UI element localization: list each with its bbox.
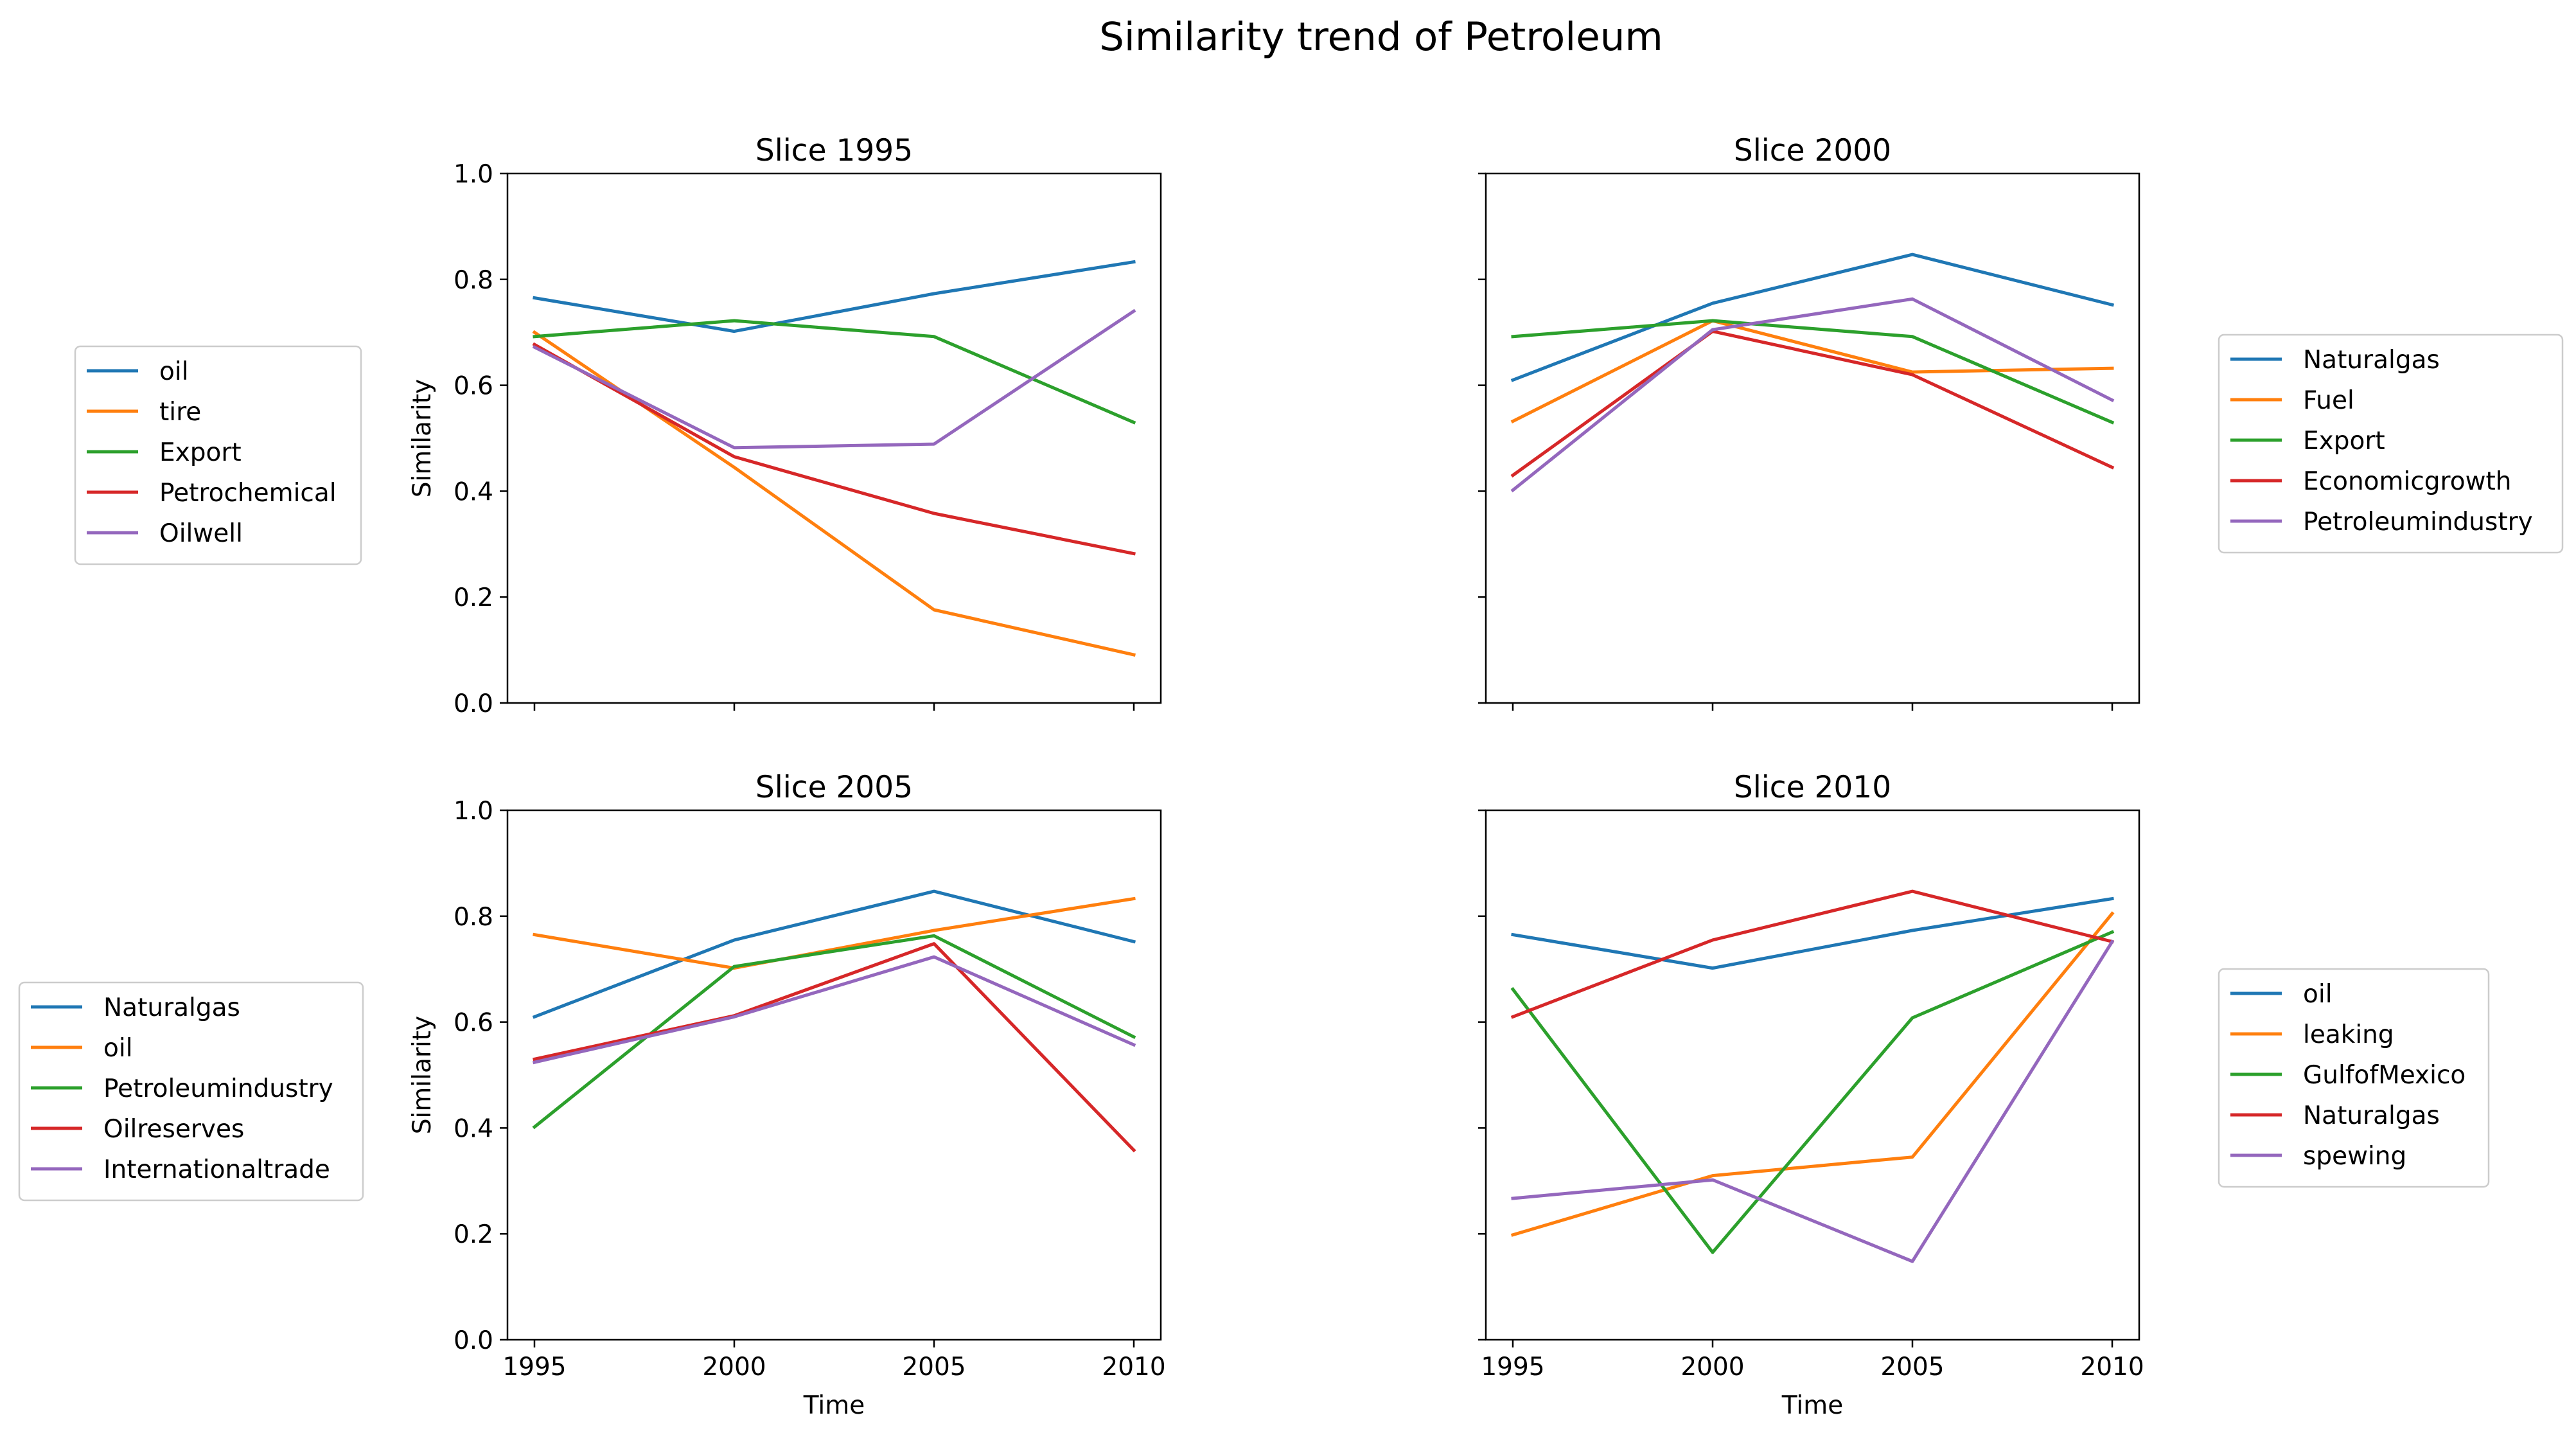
- legend-entry: oil: [159, 357, 189, 386]
- series-line-export: [1511, 319, 2115, 425]
- legend-entry: Fuel: [2303, 386, 2354, 415]
- series-line-oilreserves: [533, 942, 1136, 1153]
- y-tick-label: 0.6: [454, 372, 493, 401]
- y-axis-label: Similarity: [408, 1016, 437, 1134]
- y-tick-label: 0.4: [454, 1114, 493, 1143]
- legend-entry: oil: [103, 1034, 133, 1063]
- series-line-fuel: [1510, 319, 2114, 423]
- axes-frame: [1485, 809, 2140, 1341]
- series-line-economicgrowth: [1510, 330, 2115, 478]
- y-tick-label: 0.0: [454, 689, 493, 718]
- x-tick-label: 2005: [1880, 1353, 1944, 1382]
- series-line-leaking: [1510, 911, 2115, 1237]
- axes-frame: [506, 809, 1162, 1341]
- legend: oil tire Export Petrochemical Oilwell: [74, 345, 362, 565]
- series-line-petroleumindustry: [1510, 297, 2115, 493]
- series-line-petroleumindustry: [532, 934, 1136, 1130]
- axes-frame: [506, 172, 1162, 704]
- legend-entry: spewing: [2303, 1142, 2406, 1171]
- subplot-title: Slice 2000: [1734, 133, 1891, 168]
- legend-entry: GulfofMexico: [2303, 1061, 2466, 1090]
- series-line-oil: [533, 896, 1136, 970]
- y-axis-label: Similarity: [408, 379, 437, 497]
- x-tick-label: 1995: [502, 1353, 566, 1382]
- x-tick-label: 2010: [2080, 1353, 2144, 1382]
- legend-entry: Petroleumindustry: [2303, 508, 2533, 537]
- legend-box: [74, 345, 362, 565]
- series-line-naturalgas: [1510, 889, 2115, 1019]
- legend-entry: Export: [159, 438, 242, 467]
- legend-entry: Export: [2303, 427, 2385, 456]
- subplot-2: Slice 2000 Naturalgas Fuel Export Economicgr…: [1478, 133, 2564, 711]
- series-line-gulfofmexico: [1510, 930, 2115, 1254]
- legend-box: [2218, 333, 2564, 554]
- series-line-oil: [533, 260, 1136, 333]
- x-tick-label: 2000: [1681, 1353, 1744, 1382]
- y-tick-label: 0.6: [454, 1009, 493, 1038]
- y-tick-label: 0.8: [454, 903, 493, 932]
- x-axis-label: Time: [803, 1391, 865, 1420]
- legend-entry: oil: [2303, 980, 2333, 1009]
- y-tick-label: 1.0: [454, 160, 493, 189]
- legend-entry: Petrochemical: [159, 479, 337, 508]
- series-line-internationaltrade: [533, 955, 1136, 1065]
- figure-title: Similarity trend of Petroleum: [1099, 14, 1663, 60]
- series-line-oilwell: [532, 308, 1136, 450]
- series-line-petrochemical: [532, 342, 1136, 556]
- series-line-spewing: [1511, 939, 2115, 1263]
- legend: oil leaking GulfofMexico Naturalgas spewing: [2218, 968, 2490, 1188]
- x-tick-label: 1995: [1481, 1353, 1544, 1382]
- series-line-oil: [1511, 896, 2114, 970]
- legend-entry: tire: [159, 398, 201, 427]
- x-tick-label: 2000: [702, 1353, 766, 1382]
- subplot-1: 0.0 0.2 0.4 0.6 0.8 1.0 Slice 1995 Similarity oi…: [74, 133, 1162, 718]
- subplot-3: 0.0 0.2 0.4 0.6 0.8 1.0 1995 2000 2005 2010 Slice …: [18, 770, 1166, 1420]
- legend-entry: Naturalgas: [103, 993, 240, 1022]
- legend-entry: Naturalgas: [2303, 346, 2440, 375]
- series-line-naturalgas: [532, 889, 1136, 1019]
- subplots: 0.0 0.2 0.4 0.6 0.8 1.0 Slice 1995 Similarity oi…: [18, 133, 2564, 1420]
- subplot-title: Slice 2010: [1734, 770, 1891, 805]
- legend: Naturalgas Fuel Export Economicgrowth Petrol…: [2218, 333, 2564, 554]
- legend-box: [18, 981, 364, 1202]
- series-line-naturalgas: [1510, 253, 2115, 382]
- y-tick-label: 0.2: [454, 1220, 493, 1249]
- legend: Naturalgas oil Petroleumindustry Oilreserve…: [18, 981, 364, 1202]
- y-tick-label: 0.4: [454, 477, 493, 506]
- legend-entry: Naturalgas: [2303, 1101, 2440, 1130]
- subplot-title: Slice 2005: [755, 770, 913, 805]
- legend-entry: Economicgrowth: [2303, 467, 2512, 496]
- subplot-title: Slice 1995: [755, 133, 913, 168]
- legend-entry: Oilreserves: [103, 1115, 244, 1144]
- y-tick-label: 1.0: [454, 797, 493, 826]
- y-tick-label: 0.2: [454, 583, 493, 612]
- x-tick-label: 2010: [1102, 1353, 1165, 1382]
- subplot-4: 1995 2000 2005 2010 Slice 2010 Time oil leaking…: [1478, 770, 2490, 1420]
- legend-entry: Oilwell: [159, 519, 243, 548]
- axes-frame: [1485, 172, 2140, 704]
- legend-box: [2218, 968, 2490, 1188]
- x-axis-label: Time: [1781, 1391, 1843, 1420]
- legend-entry: Petroleumindustry: [103, 1074, 333, 1103]
- legend-entry: leaking: [2303, 1020, 2394, 1049]
- y-tick-label: 0.8: [454, 266, 493, 295]
- legend-entry: Internationaltrade: [103, 1155, 330, 1184]
- x-tick-label: 2005: [902, 1353, 966, 1382]
- y-tick-label: 0.0: [454, 1326, 493, 1355]
